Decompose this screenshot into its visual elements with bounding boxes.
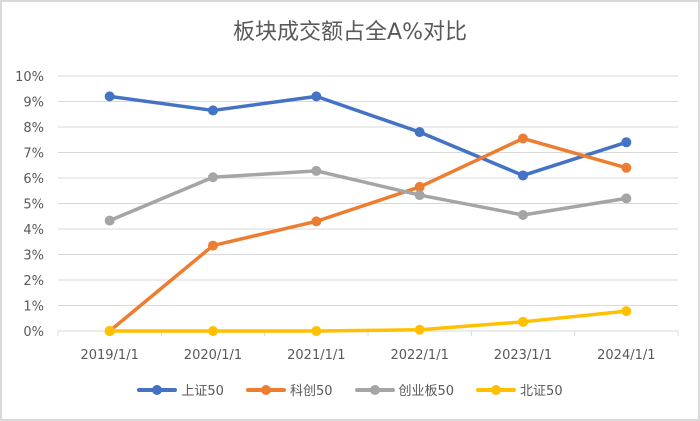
data-point [311, 91, 322, 102]
data-point [621, 162, 632, 173]
y-tick-label: 6% [23, 172, 44, 187]
legend-label: 创业板50 [398, 384, 455, 399]
legend-item: 北证50 [476, 380, 563, 399]
x-tick-label: 2022/1/1 [390, 348, 448, 363]
data-point [311, 165, 322, 176]
data-point [621, 306, 632, 317]
y-tick-label: 3% [23, 249, 44, 264]
x-tick-label: 2019/1/1 [80, 348, 138, 363]
data-point [208, 240, 218, 251]
data-point [414, 324, 425, 335]
y-tick-label: 9% [23, 96, 44, 111]
y-tick-label: 0% [23, 325, 44, 340]
data-point [311, 216, 322, 227]
data-point [414, 181, 425, 192]
series-line [104, 165, 632, 226]
x-tick-label: 2023/1/1 [494, 348, 552, 363]
legend-item: 上证50 [137, 380, 224, 399]
data-point [518, 170, 528, 181]
y-tick-label: 8% [23, 121, 44, 136]
data-point [621, 137, 632, 148]
series-line [104, 133, 632, 336]
y-tick-label: 7% [23, 147, 44, 162]
x-tick-label: 2020/1/1 [184, 348, 242, 363]
legend-line-marker-icon [354, 384, 395, 395]
y-tick-label: 2% [23, 274, 44, 289]
data-point [208, 326, 218, 336]
y-tick-label: 10% [15, 70, 44, 85]
y-tick-label: 1% [23, 300, 44, 315]
legend-item: 创业板50 [354, 380, 455, 399]
legend-label: 上证50 [181, 384, 224, 399]
data-point [104, 326, 115, 336]
data-point [104, 91, 115, 102]
y-tick-label: 4% [23, 223, 44, 238]
data-point [621, 193, 632, 204]
data-point [518, 316, 528, 327]
data-point [311, 326, 322, 336]
series-line [104, 91, 632, 181]
data-point [104, 215, 115, 226]
legend-label: 北证50 [520, 384, 563, 399]
data-point [518, 133, 528, 144]
chart-title: 板块成交额占全A%对比 [233, 20, 467, 45]
legend-line-marker-icon [476, 384, 517, 395]
legend-label: 科创50 [289, 384, 333, 399]
data-point [208, 172, 218, 183]
legend-line-marker-icon [245, 384, 286, 395]
data-point [414, 190, 425, 201]
data-point [518, 209, 528, 220]
data-point [208, 105, 218, 116]
y-tick-label: 5% [23, 198, 44, 213]
data-point [414, 127, 425, 138]
chart-legend: 上证50 科创50 创业板50 北证50 [0, 380, 700, 399]
x-tick-label: 2021/1/1 [287, 348, 345, 363]
legend-item: 科创50 [245, 380, 333, 399]
series-line [104, 306, 632, 336]
x-tick-label: 2024/1/1 [597, 348, 655, 363]
legend-line-marker-icon [137, 384, 178, 395]
